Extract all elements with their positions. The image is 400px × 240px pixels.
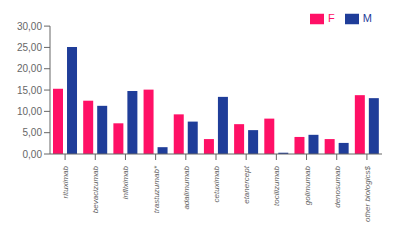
svg-text:denosumab: denosumab — [333, 165, 342, 207]
svg-text:15,00: 15,00 — [17, 85, 42, 96]
svg-text:cetuximab: cetuximab — [212, 165, 221, 202]
svg-text:0,00: 0,00 — [23, 149, 43, 160]
svg-text:golimumab: golimumab — [303, 165, 312, 205]
html-text:M: M — [362, 12, 372, 24]
svg-text:adalimumab: adalimumab — [182, 165, 191, 209]
svg-text:25,00: 25,00 — [17, 42, 42, 53]
svg-text:30,00: 30,00 — [17, 21, 42, 32]
svg-text:20,00: 20,00 — [17, 63, 42, 74]
html-text:F: F — [328, 12, 335, 24]
svg-text:trastuzumab*: trastuzumab* — [152, 165, 161, 213]
svg-text:10,00: 10,00 — [17, 106, 42, 117]
svg-text:other biologics$: other biologics$ — [363, 165, 372, 222]
svg-text:tocilizumab: tocilizumab — [272, 165, 281, 206]
svg-text:rituximab: rituximab — [61, 165, 70, 198]
svg-text:5,00: 5,00 — [23, 127, 43, 138]
svg-text:infliximab: infliximab — [121, 165, 130, 199]
svg-text:etanercept: etanercept — [242, 165, 251, 204]
svg-text:bevacizumab: bevacizumab — [91, 165, 100, 213]
